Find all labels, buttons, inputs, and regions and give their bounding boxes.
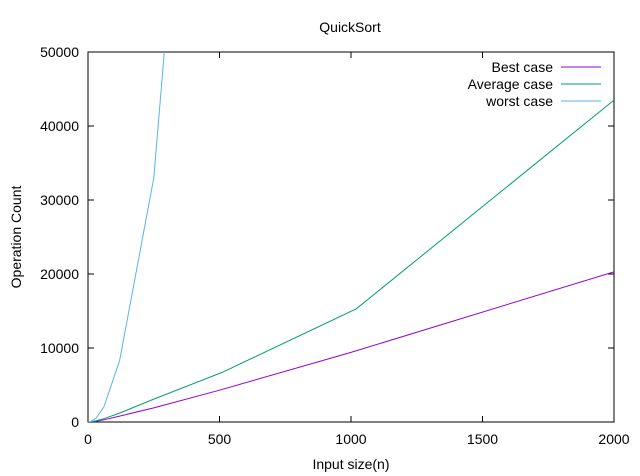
x-tick-label: 2000 xyxy=(598,431,629,447)
x-tick-label: 0 xyxy=(84,431,92,447)
legend-label-2: worst case xyxy=(485,93,553,109)
x-axis-label: Input size(n) xyxy=(312,456,389,472)
y-tick-label: 50000 xyxy=(40,44,79,60)
chart-title: QuickSort xyxy=(319,19,381,35)
series-line-1 xyxy=(88,99,614,422)
x-tick-label: 1500 xyxy=(467,431,498,447)
legend-label-0: Best case xyxy=(492,59,554,75)
series-line-0 xyxy=(88,271,614,422)
axis-ticks: 0 500 1000 1500 2000010000200003000040000500… xyxy=(40,44,630,447)
series-line-2 xyxy=(88,52,165,422)
y-tick-label: 10000 xyxy=(40,340,79,356)
y-axis-label: Operation Count xyxy=(8,186,24,289)
y-tick-label: 40000 xyxy=(40,118,79,134)
y-tick-label: 30000 xyxy=(40,192,79,208)
y-tick-label: 0 xyxy=(71,414,79,430)
legend-label-1: Average case xyxy=(468,76,554,92)
series-lines xyxy=(88,52,614,422)
x-tick-label: 1000 xyxy=(335,431,366,447)
x-tick-label: 500 xyxy=(208,431,232,447)
y-tick-label: 20000 xyxy=(40,266,79,282)
